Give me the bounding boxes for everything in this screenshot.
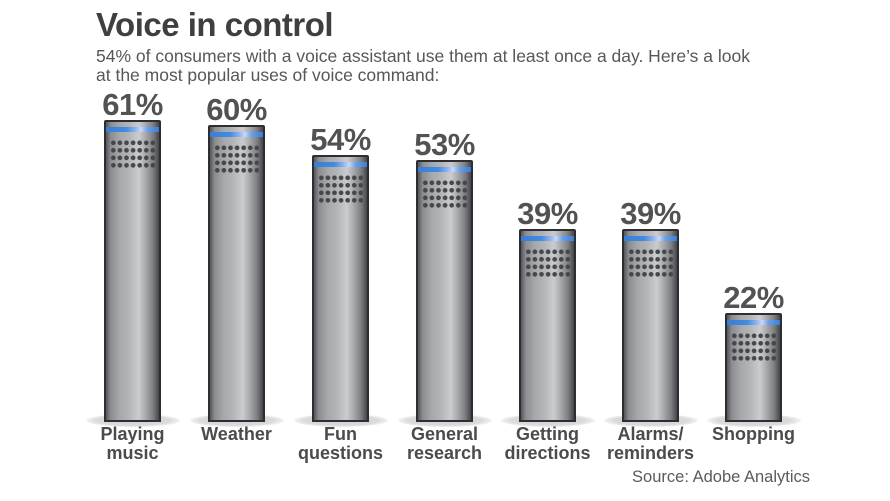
speaker-light-ring — [521, 236, 574, 241]
speaker-grill-dots — [318, 174, 363, 204]
value-label: 61% — [102, 87, 163, 122]
speaker-bar-alarms-reminders — [622, 229, 679, 422]
category-label-getting-directions: Getting directions — [504, 424, 591, 463]
value-label: 54% — [310, 122, 371, 157]
category-label-general-research: General research — [406, 424, 483, 463]
speaker-light-ring — [106, 127, 159, 132]
subtitle-line-1: 54% of consumers with a voice assistant … — [96, 46, 750, 66]
speaker-grill-dots — [628, 248, 673, 278]
speaker-bar-getting-directions — [519, 229, 576, 422]
category-label-playing-music: Playing music — [100, 424, 165, 463]
speaker-grill-dots — [422, 179, 467, 209]
speaker-bar-general-research — [416, 160, 473, 422]
category-label-weather: Weather — [201, 424, 272, 444]
value-label: 22% — [723, 280, 784, 315]
speaker-light-ring — [418, 167, 471, 172]
subtitle-line-2: at the most popular uses of voice comman… — [96, 65, 440, 85]
value-label: 39% — [517, 196, 578, 231]
page-title: Voice in control — [96, 6, 334, 43]
speaker-bar-weather — [208, 125, 265, 422]
source-note: Source: Adobe Analytics — [632, 468, 810, 486]
speaker-light-ring — [624, 236, 677, 241]
speaker-light-ring — [727, 320, 780, 325]
value-label: 39% — [620, 196, 681, 231]
speaker-grill-dots — [731, 332, 776, 362]
category-label-alarms-reminders: Alarms/reminders — [606, 424, 695, 463]
speaker-light-ring — [314, 162, 367, 167]
speaker-grill-dots — [110, 139, 155, 169]
category-label-fun-questions: Fun questions — [297, 424, 383, 463]
speaker-grill-dots — [525, 248, 570, 278]
speaker-bar-shopping — [725, 313, 782, 422]
speaker-bar-fun-questions — [312, 155, 369, 422]
speaker-light-ring — [210, 132, 263, 137]
speaker-bar-playing-music — [104, 120, 161, 422]
value-label: 60% — [206, 92, 267, 127]
category-label-shopping: Shopping — [712, 424, 795, 444]
speaker-grill-dots — [214, 144, 259, 174]
chart-subtitle: 54% of consumers with a voice assistant … — [96, 47, 856, 85]
value-label: 53% — [414, 127, 475, 162]
